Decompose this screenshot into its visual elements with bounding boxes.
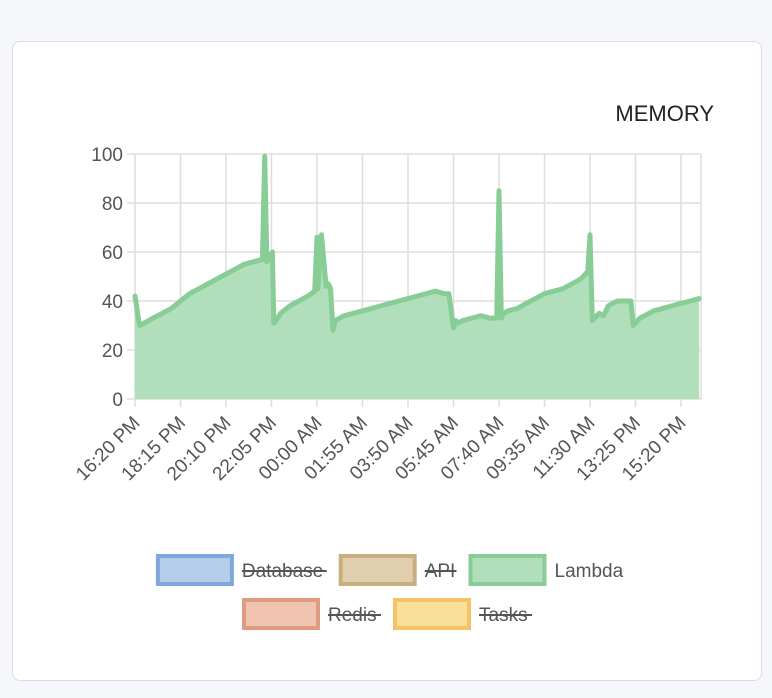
- legend-swatch-api: [338, 554, 417, 586]
- legend-swatch-tasks: [393, 598, 471, 630]
- series-area-lambda: [135, 156, 700, 399]
- legend-item-lambda[interactable]: Lambda: [468, 554, 624, 586]
- legend-swatch-lambda: [468, 554, 547, 586]
- legend-item-redis[interactable]: Redis: [242, 598, 381, 630]
- legend-swatch-redis: [242, 598, 320, 630]
- y-tick-label: 0: [112, 390, 123, 411]
- series-line-lambda: [132, 153, 702, 333]
- memory-chart-card: MEMORY 0 20 40 60 80 100 16:20 PM 18:15 PM 20:1…: [12, 41, 762, 681]
- plot-area: [132, 153, 702, 399]
- y-tick-label: 80: [102, 194, 123, 215]
- y-tick-label: 60: [102, 243, 123, 264]
- y-axis: 0 20 40 60 80 100: [91, 145, 123, 411]
- chart-title: MEMORY: [615, 101, 714, 126]
- legend-swatch-database: [155, 554, 234, 586]
- y-tick-label: 40: [102, 292, 123, 313]
- legend-item-tasks[interactable]: Tasks: [393, 598, 532, 630]
- y-tick-label: 100: [91, 145, 123, 166]
- legend-item-api[interactable]: API: [338, 554, 457, 586]
- legend-label-lambda: Lambda: [555, 561, 624, 582]
- legend-item-database[interactable]: Database: [155, 554, 327, 586]
- legend: Database API Lambda Redis Tasks: [155, 554, 624, 630]
- y-tick-label: 20: [102, 341, 123, 362]
